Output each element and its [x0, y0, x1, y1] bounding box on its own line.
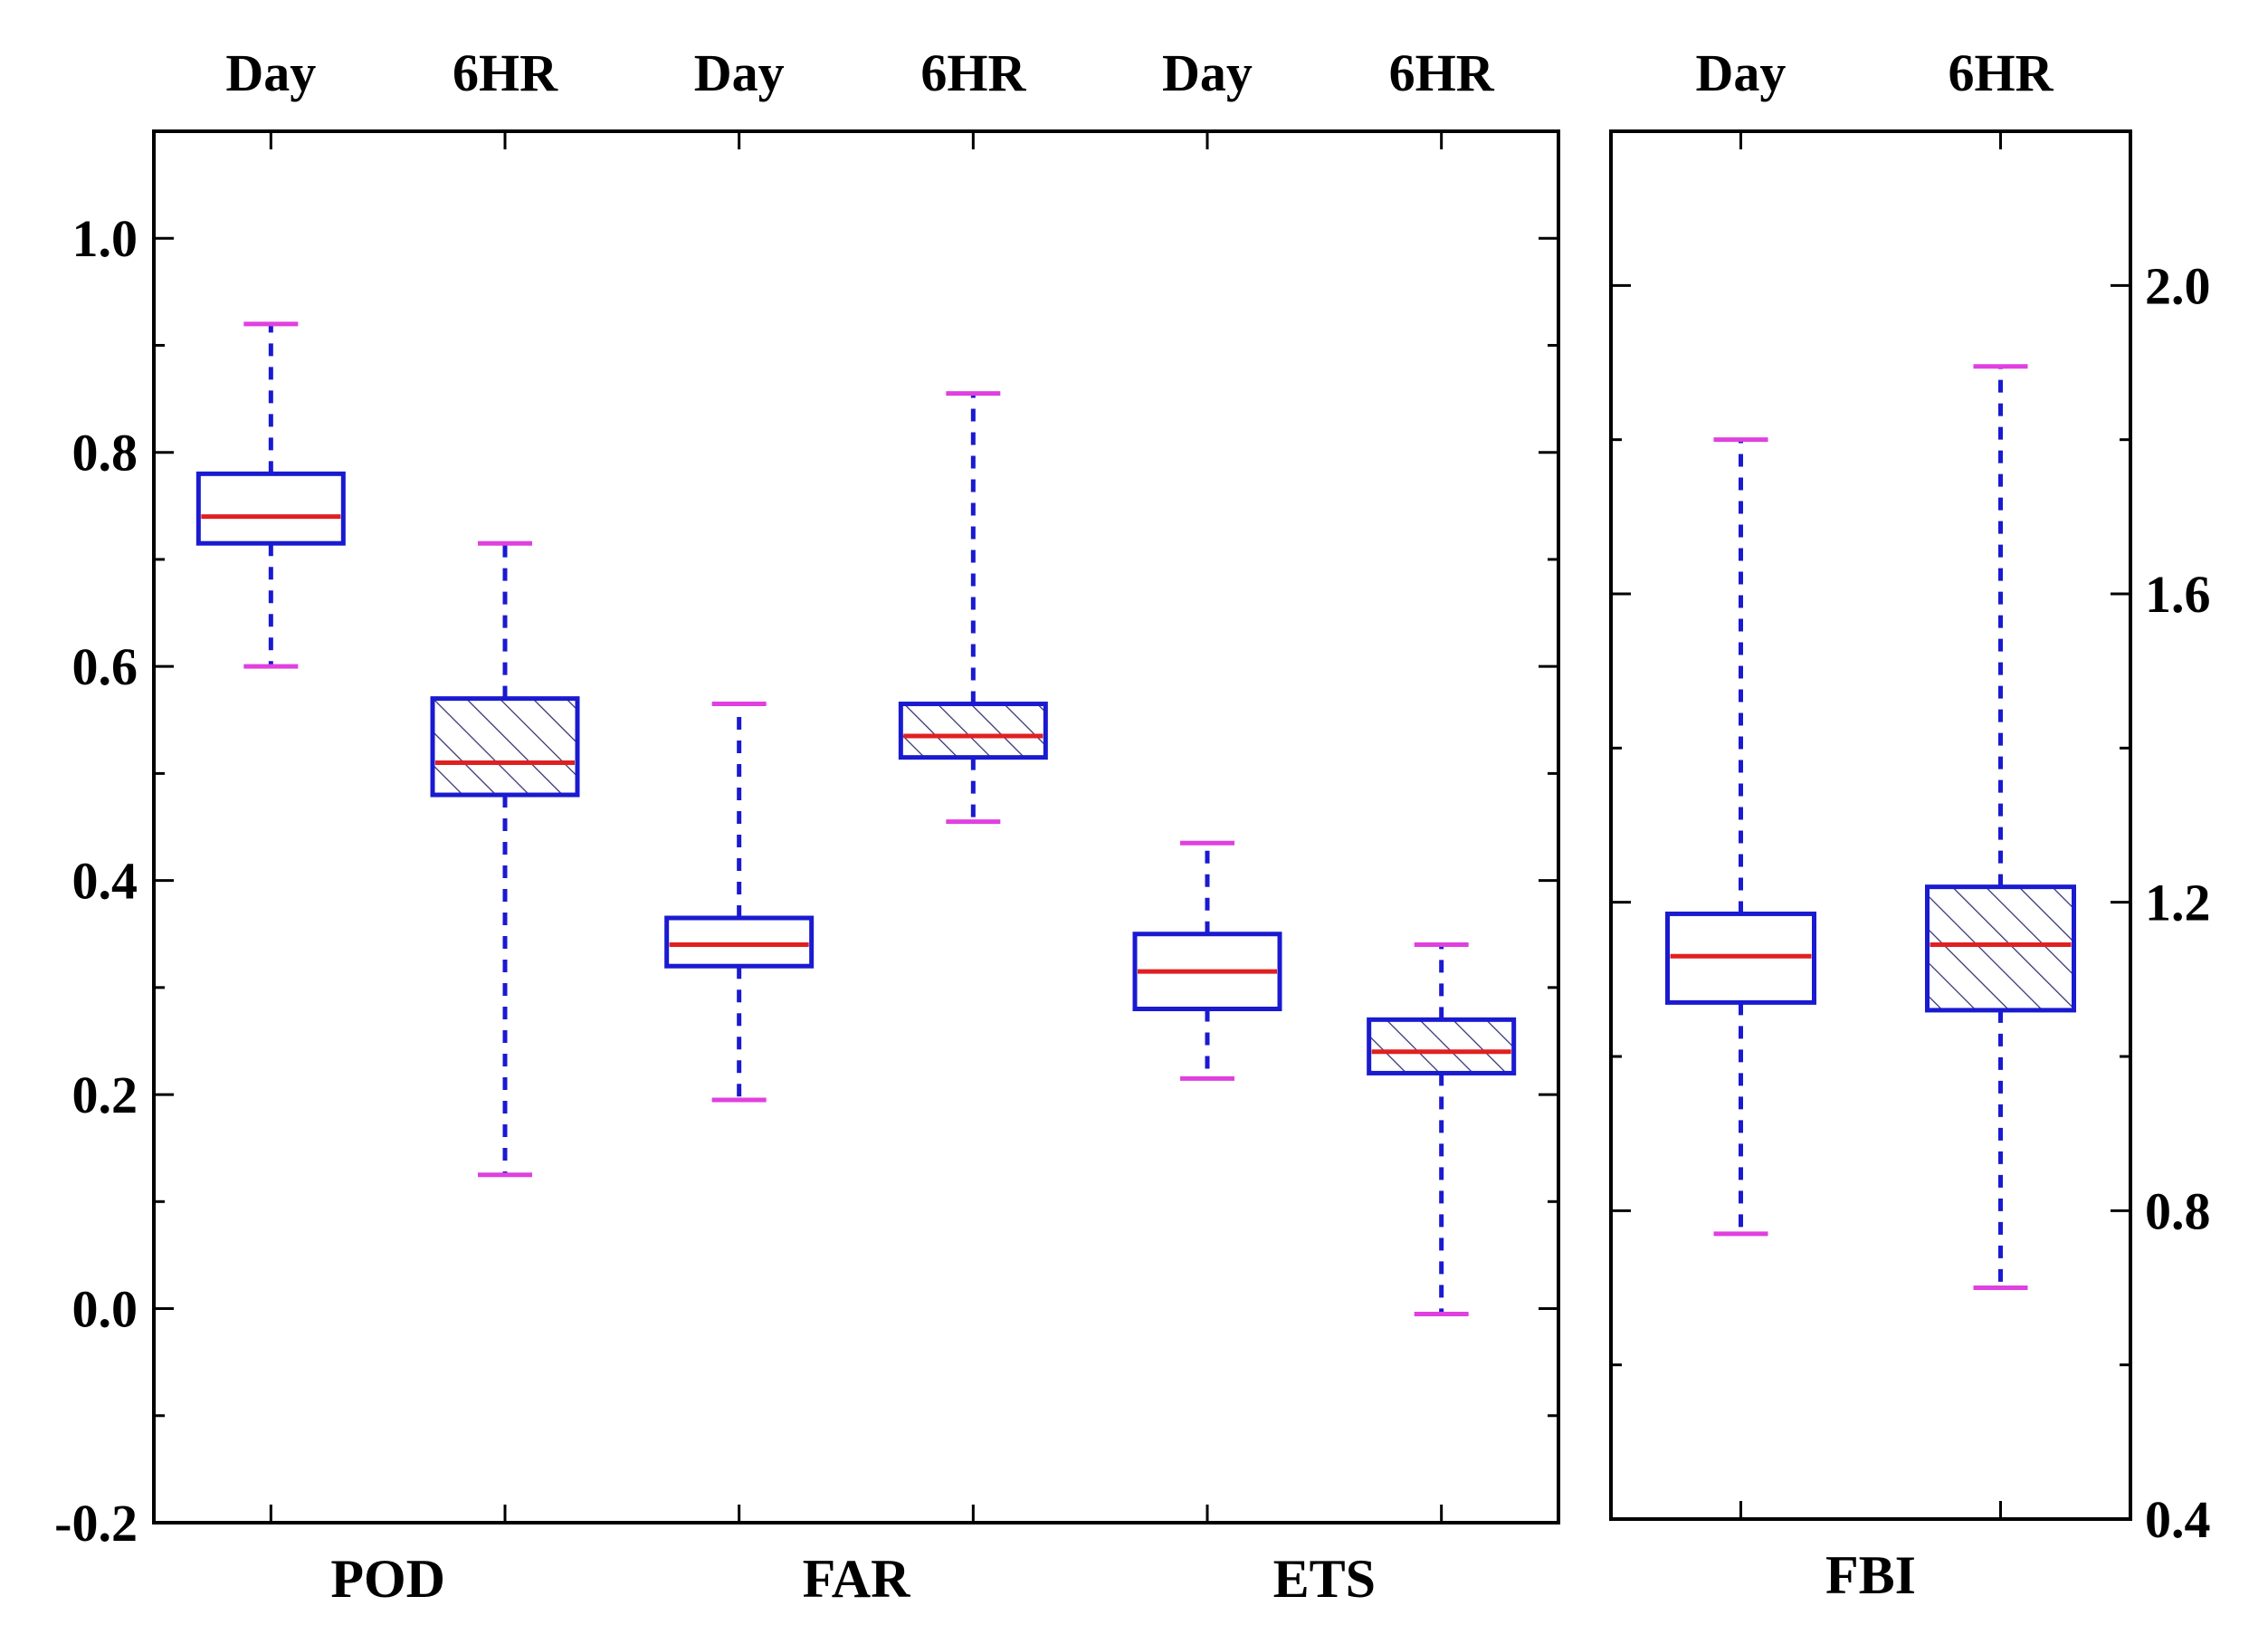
y-tick-label: -0.2: [54, 1494, 138, 1553]
category-label: Day: [1696, 43, 1787, 102]
box-body: [1367, 1017, 1517, 1075]
box-body: [195, 471, 346, 546]
panel-left: -0.2 0.0 0.2 0.4 0.6 0.8 1.0 Day 6HR POD Day 6HR FAR…: [54, 43, 1560, 1609]
y-tick-label: 1.2: [2145, 874, 2211, 932]
group-label: FBI: [1825, 1545, 1916, 1605]
y-tick-label: 0.4: [72, 852, 138, 911]
group-label: ETS: [1273, 1549, 1376, 1609]
box-pod-day: [195, 321, 346, 669]
group-label: FAR: [803, 1549, 911, 1609]
y-tick-label: 0.0: [72, 1280, 138, 1339]
box-body: [664, 915, 815, 969]
category-label: Day: [1162, 43, 1253, 102]
box-fbi-day: [1665, 437, 1816, 1237]
y-tick-label: 0.8: [72, 424, 138, 483]
box-far-6hr: [898, 391, 1048, 825]
category-label: Day: [694, 43, 785, 102]
box-ets-6hr: [1367, 942, 1517, 1316]
y-tick-label: 0.4: [2145, 1490, 2211, 1549]
box-body: [1925, 884, 2076, 1013]
y-tick-label: 1.0: [72, 209, 138, 268]
box-body: [898, 702, 1048, 760]
y-tick-label: 0.8: [2145, 1181, 2211, 1240]
y-tick-label: 1.6: [2145, 565, 2211, 624]
category-label: 6HR: [1949, 43, 2054, 102]
box-far-day: [664, 702, 815, 1103]
plot-frame-left: [152, 129, 1560, 1525]
category-label: 6HR: [920, 43, 1026, 102]
y-tick-label: 2.0: [2145, 256, 2211, 315]
box-pod-6hr: [430, 540, 580, 1178]
category-label: 6HR: [453, 43, 558, 102]
box-body: [430, 696, 580, 798]
y-tick-label: 0.2: [72, 1066, 138, 1124]
y-tick-label: 0.6: [72, 637, 138, 696]
plot-frame-right: [1609, 129, 2132, 1521]
category-label: 6HR: [1389, 43, 1495, 102]
box-fbi-6hr: [1925, 364, 2076, 1290]
group-label: POD: [330, 1549, 445, 1609]
box-ets-day: [1132, 840, 1282, 1081]
category-label: Day: [225, 43, 316, 102]
panel-right: 0.4 0.8 1.2 1.6 2.0 Day 6HR FBI: [1609, 43, 2211, 1605]
